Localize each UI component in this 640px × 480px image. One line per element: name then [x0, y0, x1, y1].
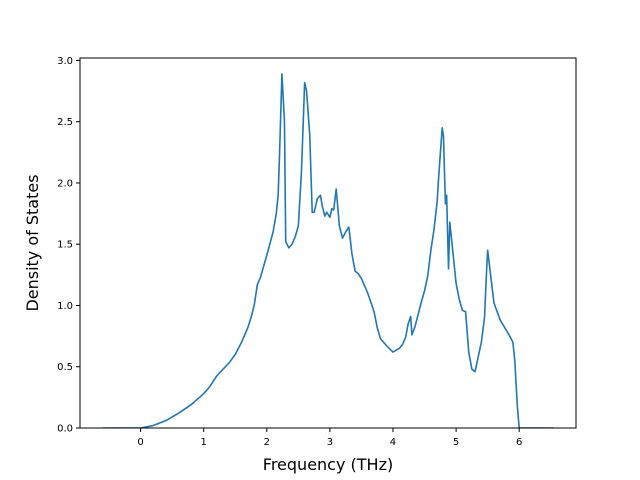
x-tick-label: 3 [327, 437, 333, 448]
x-axis-label: Frequency (THz) [263, 455, 393, 474]
x-tick-label: 2 [264, 437, 270, 448]
x-tick-label: 0 [137, 437, 143, 448]
plot-area [102, 73, 554, 428]
x-tick-label: 6 [516, 437, 522, 448]
y-axis: 0.0 0.5 1.0 1.5 2.0 2.5 3.0 [57, 56, 80, 435]
y-tick-label: 2.5 [57, 117, 73, 128]
x-tick-label: 5 [453, 437, 459, 448]
y-tick-label: 2.0 [57, 178, 73, 189]
x-axis: 0 1 2 3 4 5 6 [137, 428, 522, 448]
series-line-0 [102, 73, 554, 428]
y-tick-label: 0.5 [57, 362, 73, 373]
y-tick-label: 1.0 [57, 301, 73, 312]
y-tick-label: 1.5 [57, 240, 73, 251]
x-tick-label: 4 [390, 437, 396, 448]
x-tick-label: 1 [200, 437, 206, 448]
axes-frame [79, 57, 577, 429]
y-tick-label: 0.0 [57, 424, 73, 435]
y-tick-label: 3.0 [57, 56, 73, 67]
y-axis-label: Density of States [23, 174, 42, 311]
